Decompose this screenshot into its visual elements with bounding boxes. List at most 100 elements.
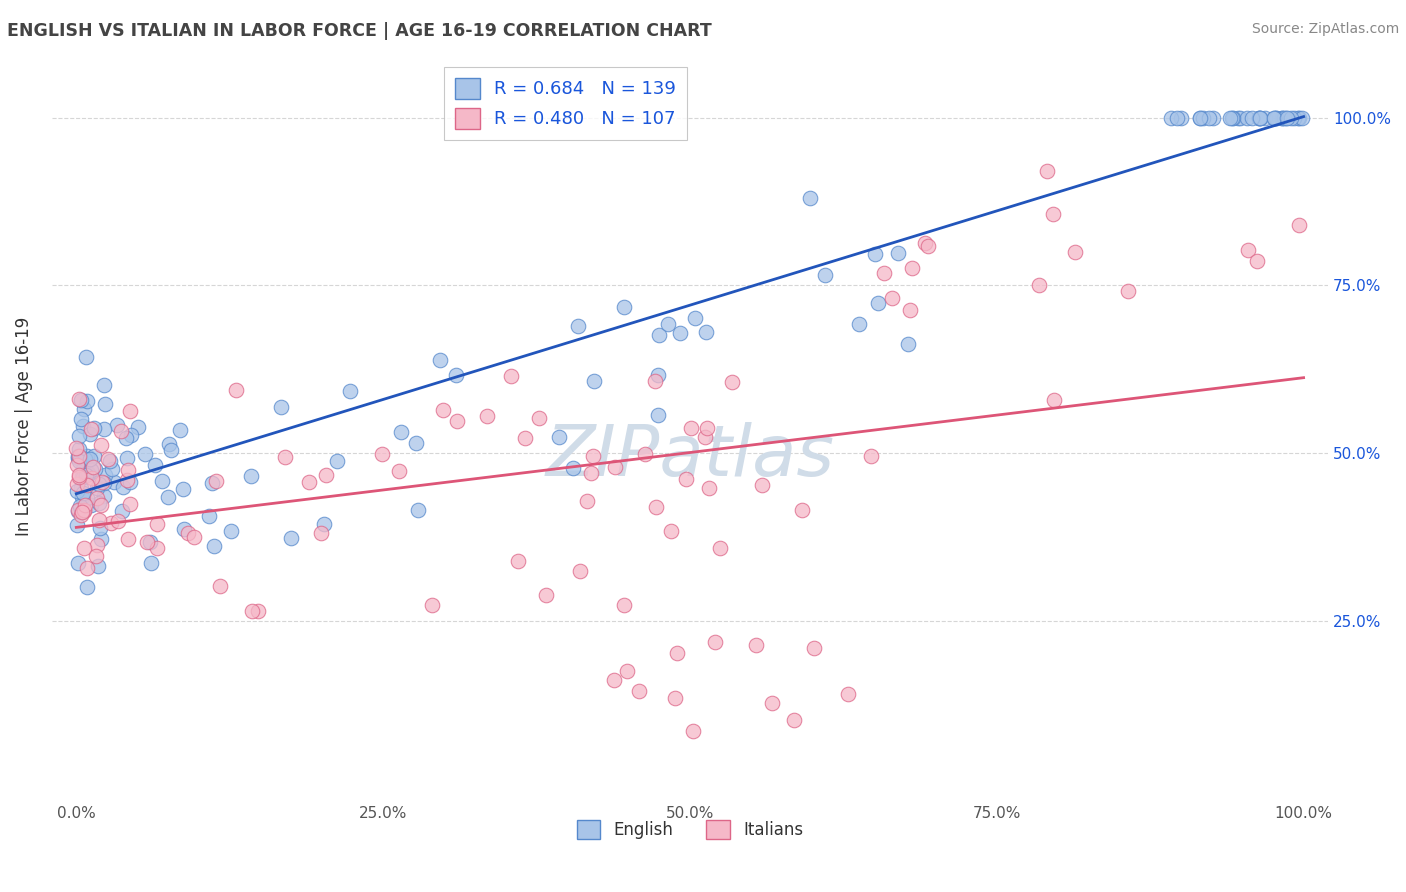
Point <box>1202 111 1225 125</box>
Point <box>67 468 90 483</box>
Point <box>477 409 499 424</box>
Point <box>1247 111 1270 125</box>
Point <box>1288 218 1310 232</box>
Point <box>208 579 231 593</box>
Point <box>583 374 606 388</box>
Point <box>72 485 94 500</box>
Point <box>444 368 467 383</box>
Point <box>1254 111 1277 125</box>
Text: ZIPatlas: ZIPatlas <box>546 422 834 491</box>
Point <box>325 454 347 468</box>
Point <box>115 450 138 465</box>
Point <box>659 524 682 539</box>
Point <box>446 414 468 428</box>
Point <box>371 447 394 461</box>
Point <box>66 477 89 491</box>
Point <box>898 302 921 317</box>
Point <box>76 393 98 408</box>
Point <box>405 436 427 450</box>
Point <box>1042 206 1064 220</box>
Point <box>1236 111 1258 125</box>
Point <box>744 638 766 652</box>
Point <box>751 478 773 492</box>
Point <box>704 635 727 649</box>
Point <box>1288 111 1310 125</box>
Point <box>183 530 205 544</box>
Point <box>90 498 112 512</box>
Point <box>901 260 924 275</box>
Point <box>107 514 129 528</box>
Point <box>76 491 98 505</box>
Point <box>1198 111 1220 125</box>
Point <box>239 469 262 483</box>
Point <box>105 417 128 432</box>
Point <box>160 443 183 458</box>
Point <box>90 438 112 452</box>
Point <box>1192 111 1215 125</box>
Point <box>1264 111 1286 125</box>
Point <box>567 318 589 333</box>
Point <box>172 482 194 496</box>
Point <box>72 402 94 417</box>
Point <box>70 481 93 495</box>
Point <box>917 239 939 253</box>
Point <box>664 690 686 705</box>
Point <box>112 480 135 494</box>
Point <box>612 300 634 314</box>
Point <box>72 419 94 434</box>
Point <box>803 640 825 655</box>
Point <box>93 476 115 491</box>
Point <box>696 421 718 435</box>
Point <box>93 377 115 392</box>
Point <box>1064 244 1087 259</box>
Point <box>1043 393 1066 408</box>
Point <box>90 533 112 547</box>
Point <box>1219 111 1241 125</box>
Point <box>391 425 413 439</box>
Point <box>110 425 132 439</box>
Point <box>89 521 111 535</box>
Point <box>66 556 89 570</box>
Point <box>868 296 890 310</box>
Point <box>634 447 657 461</box>
Point <box>79 451 101 466</box>
Point <box>94 467 117 482</box>
Point <box>406 502 429 516</box>
Point <box>70 491 93 505</box>
Point <box>76 561 98 575</box>
Point <box>87 496 110 510</box>
Point <box>94 397 117 411</box>
Point <box>73 541 96 555</box>
Point <box>547 430 569 444</box>
Point <box>1263 111 1285 125</box>
Point <box>429 353 451 368</box>
Point <box>117 463 139 477</box>
Point <box>84 549 107 563</box>
Point <box>790 503 813 517</box>
Point <box>219 524 242 538</box>
Point <box>135 534 157 549</box>
Point <box>1291 111 1313 125</box>
Point <box>75 351 97 365</box>
Point <box>67 504 90 518</box>
Point <box>76 580 98 594</box>
Point <box>225 383 247 397</box>
Point <box>312 516 335 531</box>
Point <box>613 599 636 613</box>
Point <box>603 673 626 687</box>
Text: ENGLISH VS ITALIAN IN LABOR FORCE | AGE 16-19 CORRELATION CHART: ENGLISH VS ITALIAN IN LABOR FORCE | AGE … <box>7 22 711 40</box>
Point <box>83 449 105 463</box>
Point <box>647 368 669 383</box>
Point <box>117 532 139 546</box>
Point <box>201 475 224 490</box>
Point <box>70 412 93 426</box>
Point <box>72 469 94 483</box>
Point <box>120 497 142 511</box>
Point <box>120 475 142 489</box>
Point <box>143 458 166 472</box>
Point <box>887 245 910 260</box>
Point <box>86 491 108 505</box>
Point <box>1229 111 1251 125</box>
Point <box>1282 111 1305 125</box>
Point <box>67 454 90 468</box>
